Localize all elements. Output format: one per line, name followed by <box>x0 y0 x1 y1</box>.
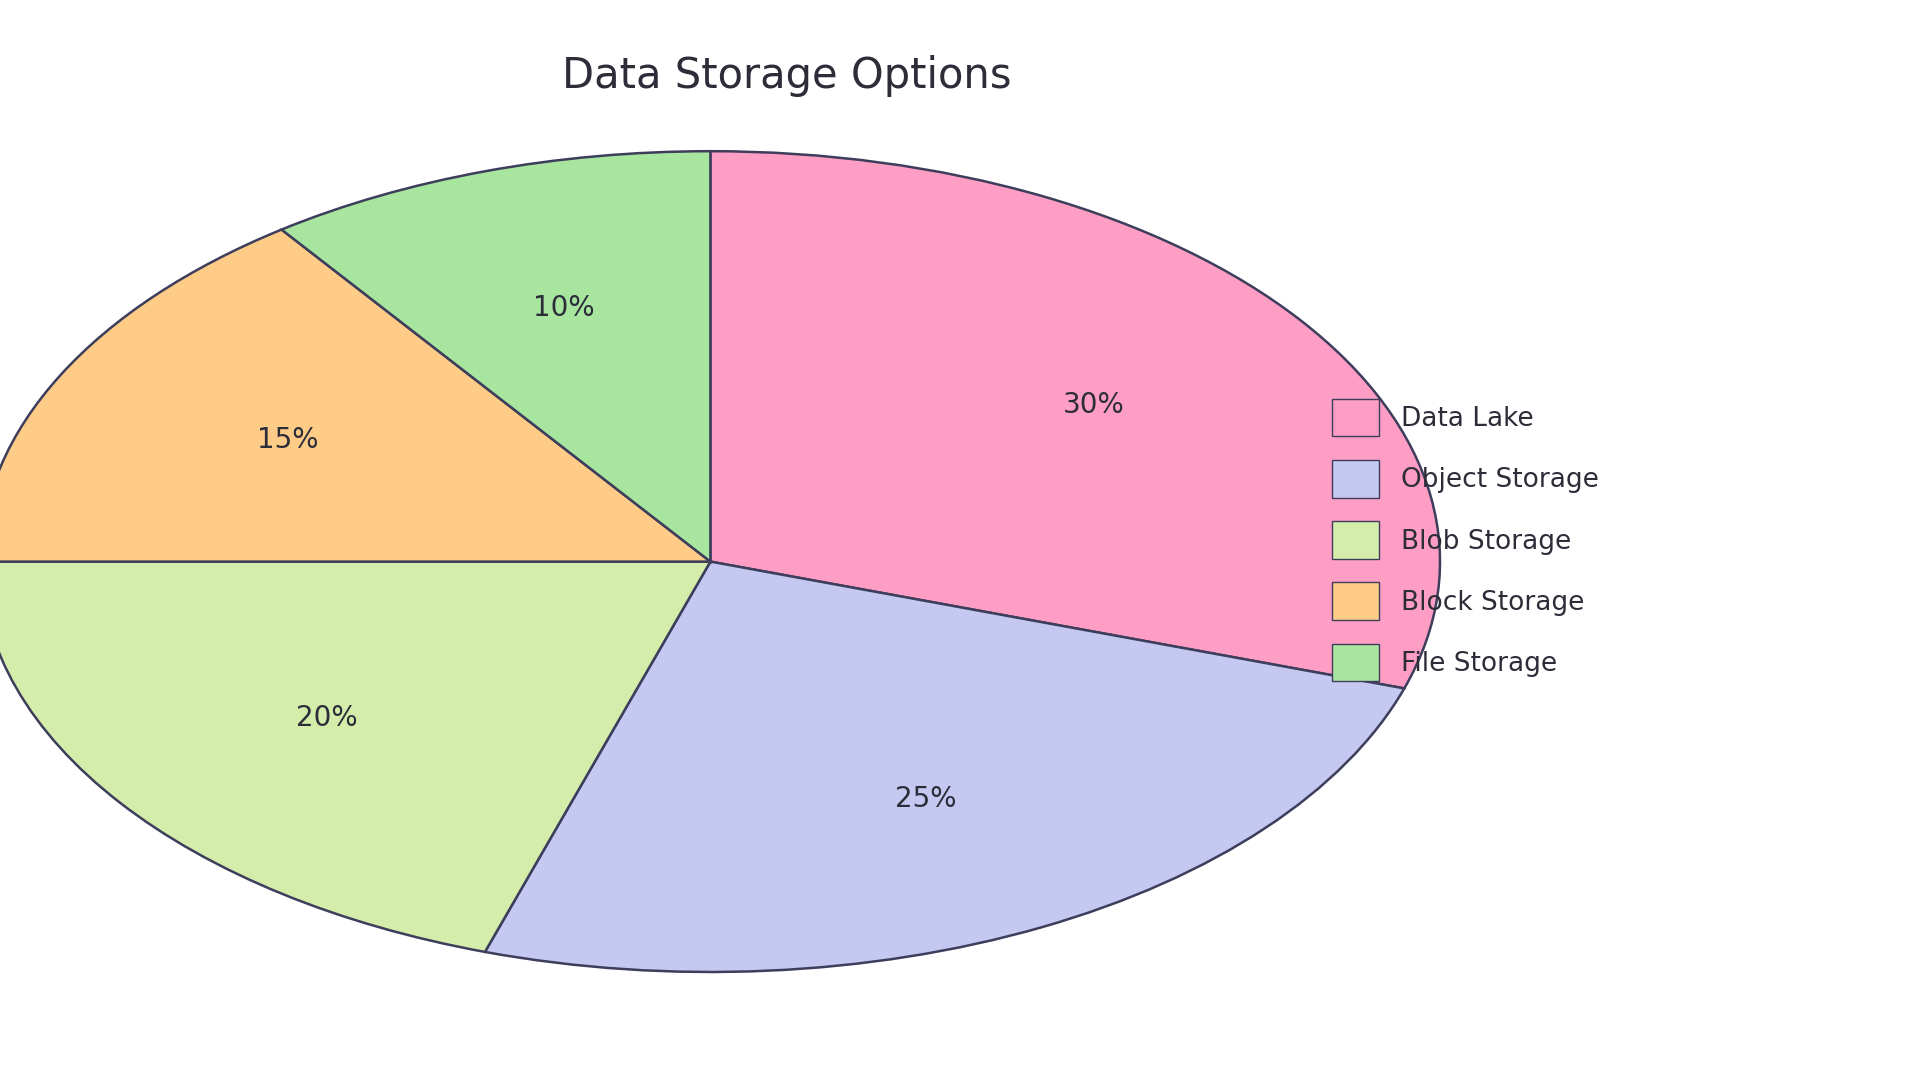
Legend: Data Lake, Object Storage, Blob Storage, Block Storage, File Storage: Data Lake, Object Storage, Blob Storage,… <box>1319 386 1611 694</box>
Text: 30%: 30% <box>1064 391 1125 419</box>
Wedge shape <box>282 151 710 562</box>
Text: 25%: 25% <box>895 785 956 813</box>
Text: 20%: 20% <box>296 704 357 732</box>
Text: Data Storage Options: Data Storage Options <box>563 55 1012 96</box>
Text: 15%: 15% <box>257 427 319 455</box>
Wedge shape <box>0 230 710 562</box>
Wedge shape <box>0 562 710 951</box>
Wedge shape <box>710 151 1440 688</box>
Text: 10%: 10% <box>534 294 595 322</box>
Wedge shape <box>486 562 1404 972</box>
